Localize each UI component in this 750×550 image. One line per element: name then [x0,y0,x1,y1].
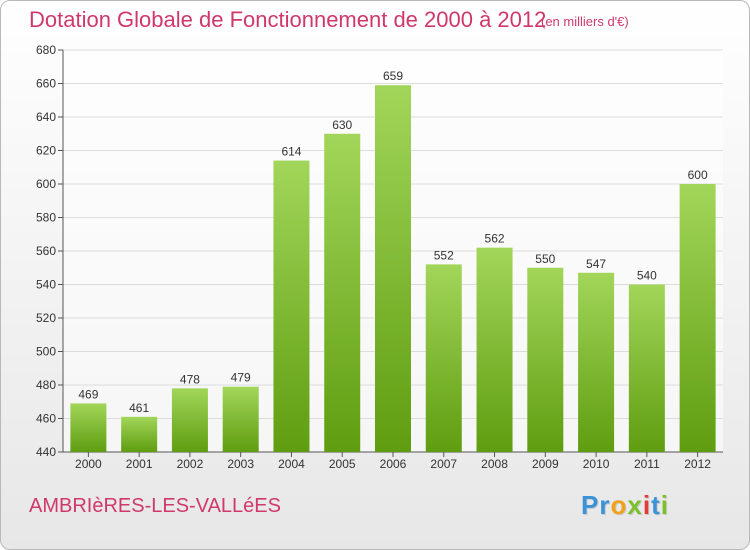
y-tick-label: 580 [36,211,56,225]
x-tick-label-2010: 2010 [583,457,610,471]
logo-letter: t [651,490,661,520]
y-tick-label: 620 [36,144,56,158]
x-tick-label-2011: 2011 [634,457,660,471]
bar-2012 [679,184,716,452]
y-tick-label: 640 [36,110,56,124]
bar-2006 [375,85,411,453]
logo-letter: r [599,490,611,520]
bar-2010 [578,272,615,452]
value-label-2008: 562 [485,232,505,246]
y-tick-label: 440 [36,445,56,459]
value-label-2010: 547 [586,257,606,271]
value-label-2001: 461 [129,401,149,415]
y-tick-label: 660 [36,77,56,91]
y-tick-label: 520 [36,311,56,325]
bar-2005 [324,133,361,452]
value-label-2002: 478 [180,372,200,386]
value-label-2012: 600 [688,168,708,182]
x-tick-label-2001: 2001 [126,457,153,471]
value-label-2004: 614 [281,145,301,159]
value-label-2005: 630 [332,118,352,132]
commune-name: AMBRIèRES-LES-VALLéES [29,495,281,517]
bar-2003 [222,386,259,452]
x-tick-label-2004: 2004 [278,457,305,471]
x-tick-label-2002: 2002 [177,457,204,471]
value-label-2003: 479 [231,371,251,385]
y-tick-label: 480 [36,378,56,392]
y-tick-label: 600 [36,177,56,191]
y-tick-label: 460 [36,412,56,426]
bar-2004 [273,160,310,453]
logo-letter: x [627,490,643,520]
bar-2007 [425,264,462,452]
logo-letter: P [581,490,600,520]
chart-title: Dotation Globale de Fonctionnement de 20… [29,7,547,32]
x-tick-label-2012: 2012 [684,457,711,471]
bar-2002 [171,388,208,452]
x-tick-label-2009: 2009 [532,457,559,471]
logo-letter: o [610,490,628,520]
value-label-2009: 550 [535,252,555,266]
x-tick-label-2003: 2003 [227,457,254,471]
x-tick-label-2006: 2006 [380,457,407,471]
x-tick-label-2005: 2005 [329,457,356,471]
bar-2000 [70,403,107,452]
value-label-2007: 552 [434,248,454,262]
y-tick-label: 500 [36,345,56,359]
x-tick-label-2008: 2008 [481,457,508,471]
x-tick-label-2007: 2007 [430,457,457,471]
bar-2001 [121,416,158,452]
y-tick-label: 560 [36,244,56,258]
bar-2009 [527,267,564,452]
value-label-2000: 469 [78,387,98,401]
value-label-2006: 659 [383,69,403,83]
y-tick-label: 540 [36,278,56,292]
proxiti-logo: Proxiti [581,490,669,521]
logo-letter: i [660,490,669,520]
value-label-2011: 540 [637,269,657,283]
bar-2011 [628,284,665,452]
x-tick-label-2000: 2000 [75,457,102,471]
y-tick-label: 680 [36,43,56,57]
bar-2008 [476,247,513,452]
chart-unit-note: (en milliers d'€) [541,14,629,29]
logo-letter: i [642,490,652,520]
